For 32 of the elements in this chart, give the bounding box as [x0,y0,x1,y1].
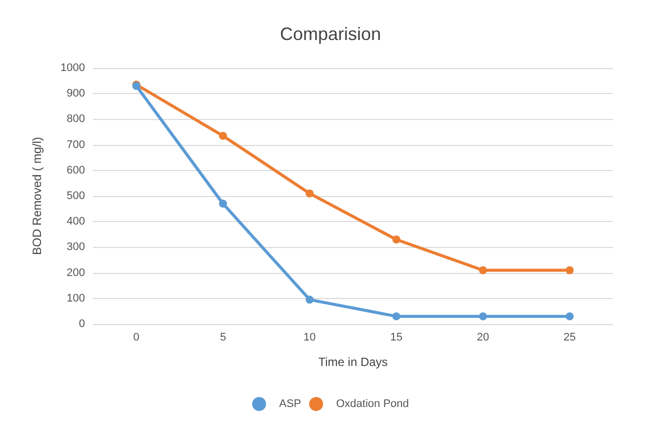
y-tick-label: 0 [78,318,85,330]
point [306,189,314,198]
y-tick-label: 700 [66,138,85,151]
x-tick-label: 10 [304,332,316,344]
point [566,312,574,320]
y-axis-title: BOD Removed ( mg/l) [30,136,44,256]
y-tick-label: 1000 [60,62,85,74]
y-tick-label: 900 [66,88,85,100]
x-tick-label: 15 [390,332,402,344]
y-tick-label: 300 [66,241,85,254]
y-tick-label: 400 [66,216,85,228]
x-tick-label: 0 [133,332,140,344]
y-tick-label: 800 [66,113,85,126]
legend-label: ASP [279,398,302,410]
x-tick-label: 25 [564,332,576,344]
point [219,200,227,208]
x-axis-title: Time in Days [318,355,388,369]
point [392,312,400,320]
y-tick-label: 500 [66,190,85,202]
y-tick-label: 200 [66,266,85,279]
legend-label: Oxdation Pond [336,398,409,410]
y-tick-label: 100 [66,292,85,304]
x-tick-label: 20 [476,332,490,344]
point [566,266,574,274]
point [479,266,487,274]
y-tick-label: 600 [66,164,85,176]
x-tick-label: 5 [220,332,226,344]
point [219,132,227,140]
chart-title: Comparision [280,24,382,44]
point [392,236,400,244]
point [306,296,314,304]
point [479,312,487,320]
